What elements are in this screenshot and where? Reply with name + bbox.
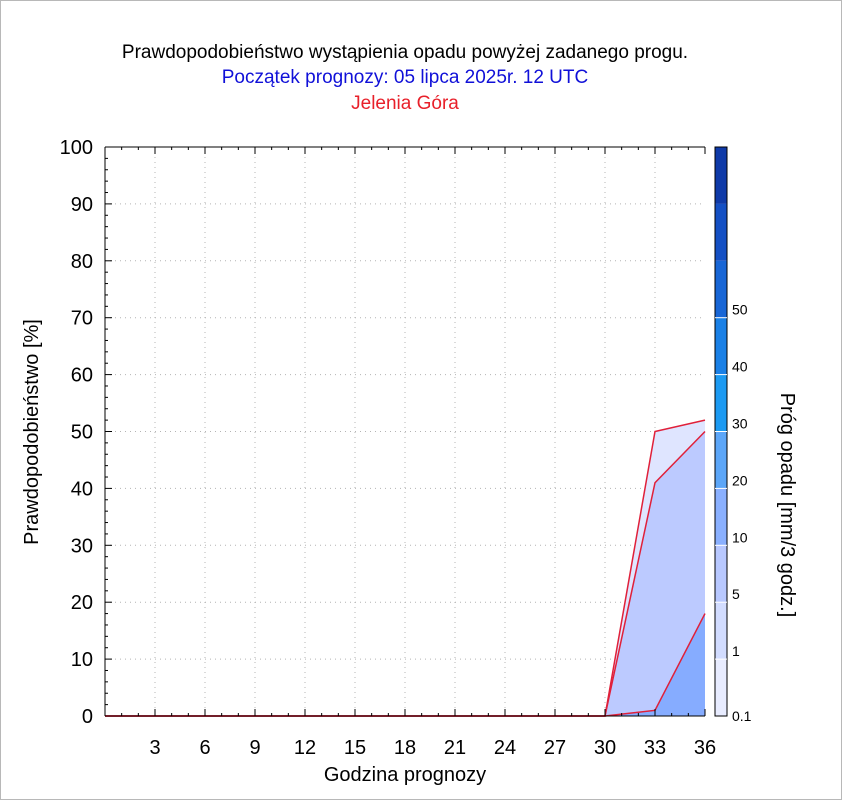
x-tick-label: 12 xyxy=(294,737,316,759)
x-tick-label: 15 xyxy=(344,737,366,759)
colorbar: 0.1 1 5 10 20 30 40 50 xyxy=(714,146,752,724)
x-tick-label: 30 xyxy=(594,737,616,759)
colorbar-segment xyxy=(715,203,727,261)
colorbar-tick-label: 10 xyxy=(732,529,748,545)
series-areas xyxy=(105,420,705,716)
y-tick-label: 40 xyxy=(71,478,93,500)
colorbar-segment xyxy=(715,659,727,716)
y-tick-label: 20 xyxy=(71,592,93,614)
x-tick-label: 24 xyxy=(494,737,516,759)
chart-subtitle: Początek prognozy: 05 lipca 2025r. 12 UT… xyxy=(221,67,589,88)
x-tick-label: 3 xyxy=(149,737,160,759)
x-tick-label: 21 xyxy=(444,737,466,759)
colorbar-tick-label: 50 xyxy=(732,302,748,318)
x-tick-label: 33 xyxy=(644,737,666,759)
chart-title: Prawdopodobieństwo wystąpienia opadu pow… xyxy=(121,42,689,63)
axes: 3 6 9 12 15 18 21 24 27 30 33 360102030405060708090… xyxy=(60,137,717,759)
y-tick-label: 80 xyxy=(71,251,93,273)
y-tick-label: 50 xyxy=(71,422,93,444)
colorbar-tick-label: 30 xyxy=(732,416,748,432)
y-tick-label: 10 xyxy=(71,649,93,671)
y-tick-label: 70 xyxy=(71,308,93,330)
colorbar-segment xyxy=(715,545,727,603)
colorbar-tick-label: 1 xyxy=(732,643,740,659)
x-axis-label: Godzina prognozy xyxy=(324,764,486,786)
x-tick-label: 18 xyxy=(394,737,416,759)
colorbar-tick-label: 20 xyxy=(732,472,748,488)
colorbar-segment xyxy=(715,602,727,660)
grid xyxy=(105,147,705,716)
x-tick-label: 9 xyxy=(249,737,260,759)
area-series-1 xyxy=(105,431,705,716)
colorbar-segment xyxy=(715,374,727,432)
x-tick-label: 36 xyxy=(694,737,716,759)
colorbar-segment xyxy=(715,147,727,204)
colorbar-segment xyxy=(715,260,727,318)
y-tick-label: 30 xyxy=(71,535,93,557)
colorbar-tick-label: 5 xyxy=(732,586,740,602)
x-tick-label: 6 xyxy=(199,737,210,759)
y-tick-label: 90 xyxy=(71,194,93,216)
colorbar-label: Próg opadu [mm/3 godz.] xyxy=(776,393,798,618)
colorbar-tick-label: 0.1 xyxy=(732,708,752,724)
colorbar-tick-label: 40 xyxy=(732,359,748,375)
colorbar-segment xyxy=(715,431,727,489)
y-tick-label: 0 xyxy=(82,706,93,728)
chart-location: Jelenia Góra xyxy=(351,93,459,114)
colorbar-segment xyxy=(715,488,727,546)
x-tick-label: 27 xyxy=(544,737,566,759)
y-tick-label: 100 xyxy=(60,137,93,159)
y-axis-label: Prawdopodobieństwo [%] xyxy=(21,319,43,545)
y-tick-label: 60 xyxy=(71,365,93,387)
colorbar-segment xyxy=(715,317,727,375)
